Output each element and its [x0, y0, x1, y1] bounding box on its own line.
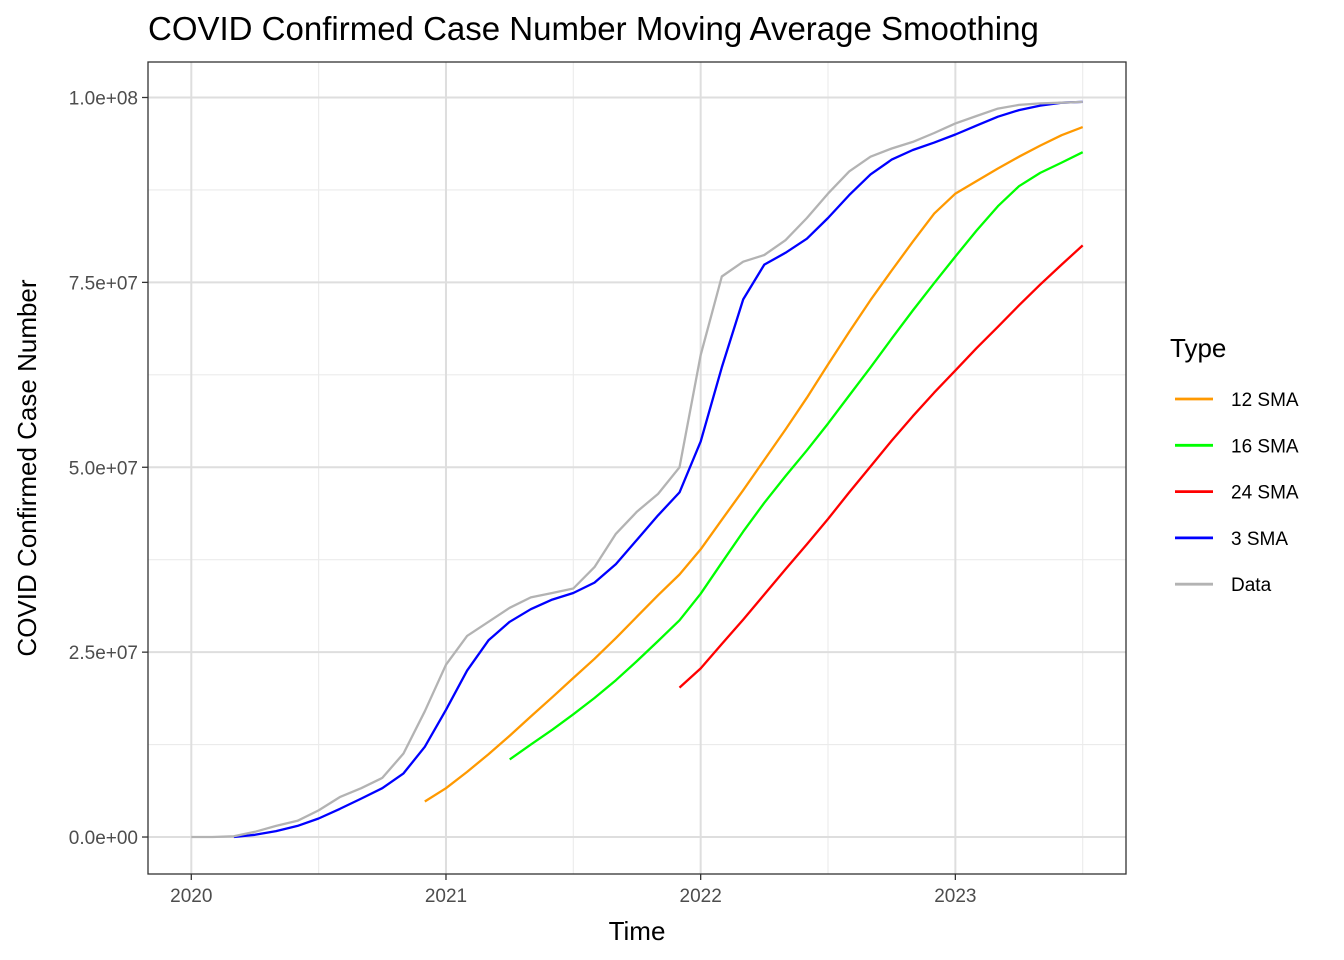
grid-major	[148, 62, 1126, 874]
legend: Type 12 SMA 16 SMA 24 SMA 3 SMA Data	[1170, 333, 1299, 596]
legend-title: Type	[1170, 333, 1226, 363]
legend-label: 12 SMA	[1231, 390, 1299, 411]
legend-label: 16 SMA	[1231, 436, 1299, 457]
x-tick-label: 2020	[170, 886, 212, 907]
series-line-16-sma	[509, 151, 1084, 761]
y-tick-label: 1.0e+08	[69, 88, 138, 109]
x-tick-label: 2022	[680, 886, 722, 907]
y-tick-label: 5.0e+07	[69, 458, 138, 479]
legend-item-16-sma: 16 SMA	[1175, 436, 1299, 457]
y-axis-title: COVID Confirmed Case Number	[12, 279, 42, 656]
x-axis-title: Time	[609, 916, 666, 946]
legend-item-12-sma: 12 SMA	[1175, 390, 1299, 411]
panel-border	[147, 61, 1127, 875]
series-line-3-sma	[233, 100, 1083, 839]
legend-label: 3 SMA	[1231, 529, 1288, 550]
series-line-12-sma	[424, 126, 1084, 803]
x-tick-label: 2021	[425, 886, 467, 907]
x-axis: 2020 2021 2022 2023	[170, 874, 977, 907]
chart-title: COVID Confirmed Case Number Moving Avera…	[148, 10, 1039, 47]
legend-item-24-sma: 24 SMA	[1175, 483, 1299, 504]
y-tick-label: 0.0e+00	[69, 828, 138, 849]
legend-label: 24 SMA	[1231, 483, 1299, 504]
series-line-24-sma	[678, 244, 1084, 689]
legend-item-data: Data	[1175, 575, 1272, 596]
x-tick-label: 2023	[934, 886, 976, 907]
series-line-data	[191, 100, 1083, 839]
y-axis: 0.0e+00 2.5e+07 5.0e+07 7.5e+07 1.0e+08	[69, 88, 148, 849]
y-tick-label: 7.5e+07	[69, 273, 138, 294]
legend-item-3-sma: 3 SMA	[1175, 529, 1288, 550]
series-layer	[191, 100, 1084, 839]
y-tick-label: 2.5e+07	[69, 643, 138, 664]
legend-label: Data	[1231, 575, 1272, 596]
